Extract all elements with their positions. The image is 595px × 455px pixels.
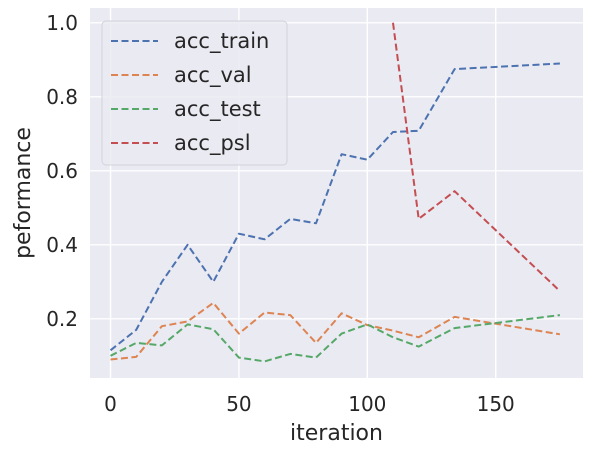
- series-line-acc-test: [110, 314, 561, 363]
- legend-label-acc-val: acc_val: [174, 63, 252, 88]
- y-tick-label: 0.2: [46, 307, 78, 331]
- legend-box: [101, 20, 288, 166]
- y-axis-label: peformance: [11, 127, 36, 259]
- y-tick-labels: 0.2 0.4 0.6 0.8 1.0: [46, 11, 78, 331]
- legend: acc_train acc_val acc_test acc_psl: [101, 20, 288, 166]
- x-tick-label: 100: [348, 392, 386, 416]
- x-tick-label: 150: [477, 392, 515, 416]
- x-tick-label: 0: [104, 392, 117, 416]
- series-line-acc-val: [110, 301, 561, 361]
- series-line-acc-psl: [392, 22, 561, 292]
- legend-label-acc-psl: acc_psl: [174, 131, 251, 156]
- legend-label-acc-test: acc_test: [174, 97, 261, 122]
- y-tick-label: 0.8: [46, 85, 78, 109]
- x-tick-labels: 0 50 100 150: [104, 392, 515, 416]
- y-tick-label: 1.0: [46, 11, 78, 35]
- y-tick-label: 0.6: [46, 159, 78, 183]
- x-tick-label: 50: [226, 392, 251, 416]
- x-axis-label: iteration: [290, 421, 383, 446]
- y-tick-label: 0.4: [46, 233, 78, 257]
- series-layer: [109, 22, 561, 363]
- legend-label-acc-train: acc_train: [174, 29, 269, 54]
